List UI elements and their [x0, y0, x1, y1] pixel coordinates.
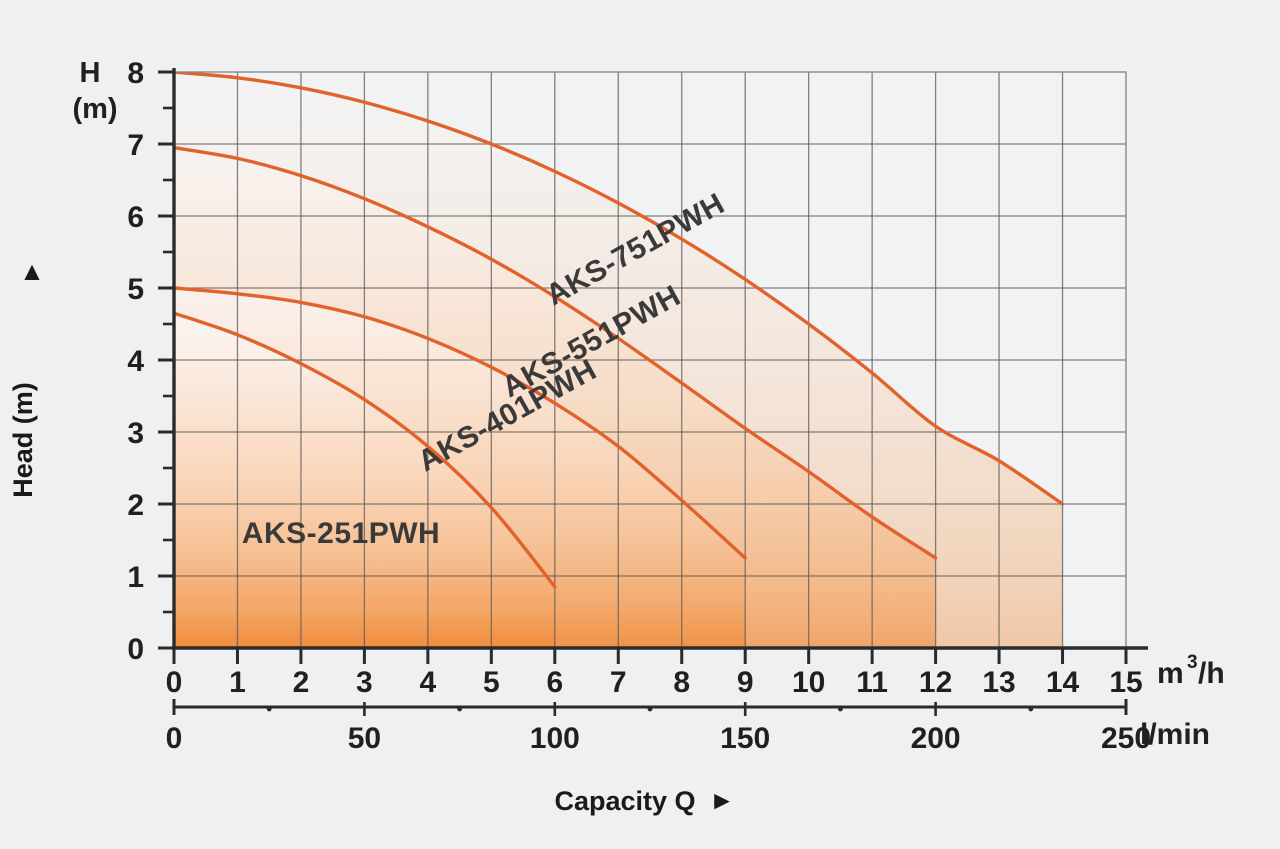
- y-axis: 0 1 2 3 4 5 6 7 8: [127, 57, 176, 666]
- x-tick-label: 14: [1046, 666, 1080, 699]
- y-tick-label: 2: [127, 489, 144, 522]
- lmin-tick-label: 0: [166, 722, 183, 755]
- performance-curves: [174, 72, 1065, 589]
- y-axis-arrow-icon: ▲: [19, 256, 45, 286]
- curve-aks-401pwh: [174, 286, 747, 560]
- y-tick-label: 6: [127, 201, 144, 234]
- lmin-tick-minor: [1028, 706, 1034, 712]
- y-corner-label-line2: (m): [72, 93, 117, 125]
- y-axis-title-group: Head (m): [8, 382, 38, 498]
- lmin-tick-label: 250: [1101, 722, 1151, 755]
- y-tick-label: 0: [127, 633, 144, 666]
- y-axis-tick-labels: 0 1 2 3 4 5 6 7 8: [127, 57, 144, 666]
- x-tick-label: 5: [483, 666, 500, 699]
- lmin-tick-minor: [838, 706, 843, 712]
- x-unit-m3h-exponent: 3: [1187, 652, 1198, 673]
- y-tick-label: 8: [127, 57, 144, 90]
- x-axis-tick-labels: 0 1 2 3 4 5 6 7 8 9 10 11 12 13 14 15: [166, 666, 1143, 699]
- x-unit-m3h-tail: /h: [1198, 657, 1225, 690]
- x-tick-label: 11: [856, 666, 888, 699]
- y-tick-label: 4: [127, 345, 144, 378]
- x-tick-label: 1: [229, 666, 246, 699]
- x-unit-lmin: l/min: [1140, 718, 1210, 751]
- y-axis-ticks: [158, 70, 174, 650]
- x-tick-label: 2: [293, 666, 310, 699]
- x-axis-m3h: 0 1 2 3 4 5 6 7 8 9 10 11 12 13 14 15 m 3 /h: [166, 646, 1225, 699]
- lmin-tick-minor: [647, 706, 653, 712]
- x-tick-label: 3: [356, 666, 373, 699]
- x-tick-label: 13: [982, 666, 1015, 699]
- y-tick-label: 7: [127, 129, 144, 162]
- x-tick-label: 12: [919, 666, 952, 699]
- y-tick-label: 3: [127, 417, 144, 450]
- curve-aks-551pwh: [174, 145, 938, 560]
- lmin-tick-label: 200: [911, 722, 961, 755]
- x-axis-title-group: Capacity Q ►: [554, 785, 734, 816]
- x-tick-label: 15: [1109, 666, 1142, 699]
- x-unit-m3h-base: m: [1157, 657, 1184, 690]
- curve-aks-251pwh: [174, 311, 557, 589]
- curve-aks-751pwh: [174, 72, 1065, 506]
- lmin-tick-minor: [457, 706, 462, 712]
- x-tick-label: 4: [420, 666, 437, 699]
- lmin-tick-label: 150: [720, 722, 770, 755]
- y-tick-label: 5: [127, 273, 144, 306]
- y-axis-title: Head (m): [8, 382, 38, 498]
- x-tick-label: 9: [737, 666, 754, 699]
- x-tick-label: 0: [166, 666, 183, 699]
- lmin-axis-tick-labels: 0 50 100 150 200 250: [166, 722, 1151, 755]
- x-tick-label: 6: [546, 666, 563, 699]
- x-axis-lmin: 0 50 100 150 200 250 l/min: [166, 699, 1210, 755]
- lmin-tick-label: 50: [348, 722, 381, 755]
- x-axis-arrow-icon: ►: [709, 785, 735, 815]
- x-tick-label: 8: [673, 666, 690, 699]
- plot-area: [173, 71, 1127, 649]
- y-corner-label-line1: H: [80, 57, 101, 89]
- x-tick-label: 10: [792, 666, 825, 699]
- x-tick-label: 7: [610, 666, 627, 699]
- lmin-axis-ticks: [266, 702, 1034, 716]
- y-tick-label: 1: [127, 561, 144, 594]
- lmin-tick-minor: [266, 706, 272, 712]
- x-axis-title: Capacity Q: [554, 786, 695, 816]
- x-axis-ticks: [172, 648, 1128, 664]
- y-corner-label: H (m): [72, 57, 117, 125]
- curve-label-aks-251pwh: AKS-251PWH: [242, 517, 440, 550]
- lmin-tick-label: 100: [530, 722, 580, 755]
